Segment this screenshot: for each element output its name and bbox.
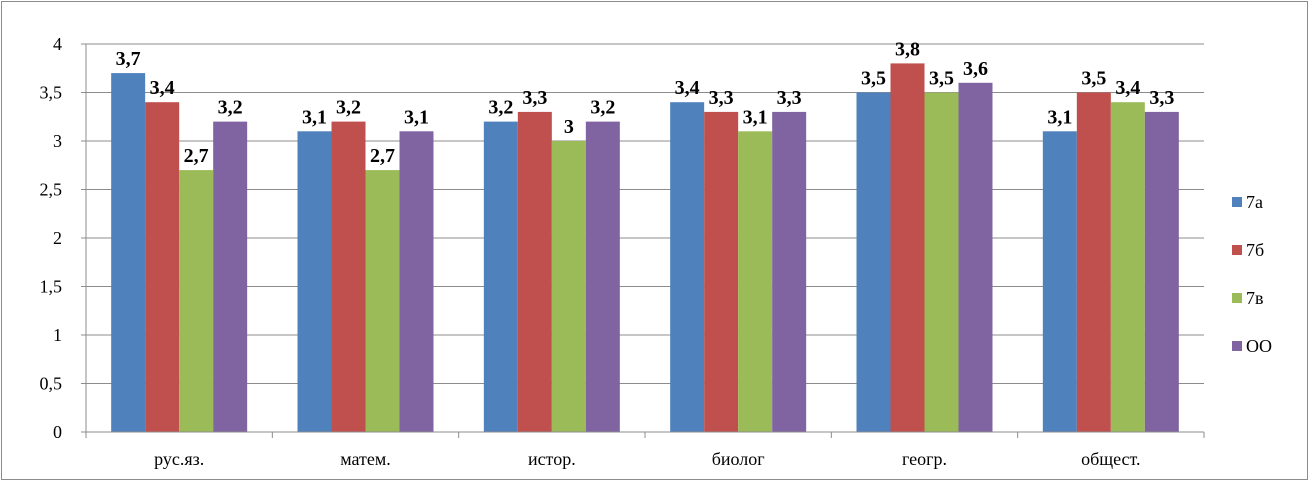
data-label: 3,2 [590,97,615,119]
y-tick-label: 0,5 [40,374,63,394]
data-label: 3,1 [743,106,768,128]
bar [483,121,518,432]
axes: 0 0,5 1 1,5 2 2,5 3 3,5 4 рус.яз. матем. истор. биол… [40,34,1205,469]
bar [890,63,925,433]
legend-swatch [1232,245,1242,255]
bar [365,170,400,432]
y-tick-label: 3 [53,131,62,151]
data-label: 3,3 [1149,87,1174,109]
data-label: 3,2 [218,97,243,119]
bar [924,92,959,432]
bar [772,111,807,433]
bar [213,121,248,432]
y-tick-label: 1 [53,325,62,345]
bar [111,73,146,432]
legend-label: 7б [1246,240,1264,260]
x-tick-label: биолог [712,449,765,469]
gridlines [86,43,1204,384]
bar [179,170,214,432]
bar [585,121,620,432]
bar [1042,131,1077,433]
bar [1110,102,1145,432]
bar [517,111,552,433]
y-tick-label: 4 [53,34,62,54]
bar [738,131,773,433]
x-tick-label: общест. [1081,449,1140,469]
legend-swatch [1232,197,1242,207]
data-label: 3,5 [929,68,954,90]
y-tick-label: 3,5 [40,83,63,103]
x-tick-label: истор. [528,449,576,469]
legend-swatch [1232,293,1242,303]
bar [1076,92,1111,432]
legend-swatch [1232,341,1242,351]
data-label: 3,3 [709,87,734,109]
legend-label: ОО [1246,336,1272,356]
data-label: 3,1 [302,106,327,128]
data-label: 2,7 [370,145,395,167]
data-label: 3,2 [336,97,361,119]
data-label: 3,2 [488,97,513,119]
y-tick-label: 0 [53,422,62,442]
bars [111,63,1179,433]
data-label: 3,4 [150,77,175,99]
legend-label: 7а [1246,192,1263,212]
data-label: 3,4 [675,77,700,99]
x-tick-label: геогр. [902,449,947,469]
bar [551,141,586,432]
data-label: 3,5 [861,68,886,90]
y-tick-label: 2 [53,228,62,248]
bar [1144,111,1179,433]
data-label: 3,3 [777,87,802,109]
data-label: 3,6 [963,58,988,80]
bar [958,82,993,433]
x-tick-label: рус.яз. [154,449,204,469]
x-tick-label: матем. [340,449,391,469]
bar [704,111,739,433]
data-label: 3,8 [895,38,920,60]
bar [297,131,332,433]
data-label: 3,5 [1081,68,1106,90]
legend-label: 7в [1246,288,1264,308]
data-label: 2,7 [184,145,209,167]
y-tick-label: 2,5 [40,180,63,200]
bar [331,121,366,432]
data-label: 3 [564,116,574,138]
bar [145,102,180,432]
bar [670,102,705,432]
legend: 7а 7б 7в ОО [1232,192,1272,356]
data-label: 3,1 [404,106,429,128]
data-label: 3,1 [1047,106,1072,128]
data-labels: 3,7 3,4 2,7 3,2 3,1 3,2 2,7 3,1 3,2 3,3 3 3,2 3,4 3,3… [116,38,1175,167]
data-label: 3,7 [116,48,141,70]
data-label: 3,3 [522,87,547,109]
bar [399,131,434,433]
bar [856,92,891,432]
data-label: 3,4 [1115,77,1140,99]
y-tick-label: 1,5 [40,277,63,297]
